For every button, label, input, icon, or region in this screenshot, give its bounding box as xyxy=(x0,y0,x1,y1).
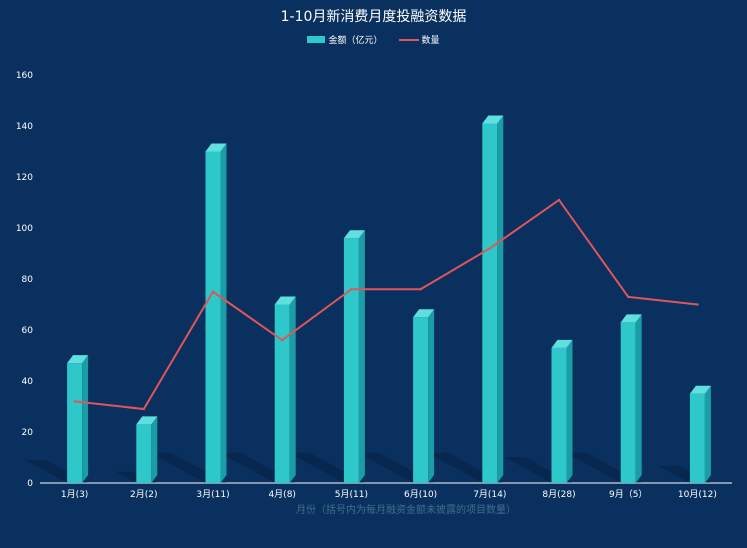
x-tick-label: 1月(3) xyxy=(61,489,88,500)
count-point xyxy=(419,288,422,291)
y-tick-label: 60 xyxy=(22,326,34,336)
bar-2 xyxy=(136,416,158,483)
bar-5 xyxy=(343,230,365,483)
legend-line-swatch xyxy=(398,38,419,41)
bar-top xyxy=(482,115,504,124)
bar-top xyxy=(343,230,365,239)
bar-side xyxy=(151,416,158,483)
bar-top xyxy=(413,309,435,318)
bar-side xyxy=(289,296,296,483)
bar-10 xyxy=(689,385,711,483)
y-tick-label: 0 xyxy=(27,479,33,489)
x-tick-label: 3月(11) xyxy=(196,489,229,500)
bar-6 xyxy=(413,309,435,483)
y-tick-label: 140 xyxy=(16,122,33,132)
count-point xyxy=(488,247,491,250)
bar-top xyxy=(620,314,642,323)
bar-1 xyxy=(67,355,89,483)
bar-front xyxy=(620,322,636,483)
bar-side xyxy=(497,115,504,483)
bar-side xyxy=(82,355,89,483)
y-tick-label: 40 xyxy=(22,377,34,387)
bar-7 xyxy=(482,115,504,483)
bar-front xyxy=(205,151,221,483)
bar-front xyxy=(689,393,705,483)
bar-4 xyxy=(274,296,296,483)
chart-title: 1-10月新消费月度投融资数据 xyxy=(280,9,467,25)
x-tick-label: 7月(14) xyxy=(473,489,506,500)
count-point xyxy=(142,407,145,411)
x-tick-label: 4月(8) xyxy=(268,489,295,500)
bar-top xyxy=(67,355,89,364)
legend-bar-swatch xyxy=(307,36,326,43)
x-tick-label: 6月(10) xyxy=(404,489,437,500)
x-tick-label: 5月(11) xyxy=(335,489,368,500)
y-tick-label: 80 xyxy=(22,275,34,285)
bar-top xyxy=(689,385,711,394)
count-line xyxy=(74,198,698,411)
bar-front xyxy=(67,363,83,483)
x-tick-label: 10月(12) xyxy=(678,489,717,500)
count-point xyxy=(281,339,284,342)
count-point xyxy=(557,198,561,202)
bar-top xyxy=(274,296,296,305)
x-tick-label: 2月(2) xyxy=(130,489,157,500)
legend-label-amount: 金额（亿元） xyxy=(328,36,383,46)
bar-top xyxy=(551,339,573,348)
bar-front xyxy=(343,238,359,483)
count-point xyxy=(350,288,353,291)
bar-9 xyxy=(620,314,642,483)
bar-front xyxy=(551,347,567,483)
bar-8 xyxy=(551,339,573,483)
y-tick-label: 120 xyxy=(16,173,33,183)
bar-side xyxy=(566,339,573,483)
bar-front xyxy=(274,304,290,483)
bar-side xyxy=(428,309,435,483)
y-tick-label: 20 xyxy=(22,428,34,438)
x-axis-label: 月份（括号内为每月融资金额未披露的项目数量） xyxy=(296,503,516,516)
count-point xyxy=(73,400,76,403)
legend-item-amount[interactable]: 金额（亿元） xyxy=(307,33,383,46)
x-tick-label: 9月（5） xyxy=(609,489,647,500)
count-point xyxy=(211,290,215,293)
legend-label-count: 数量 xyxy=(421,36,440,46)
bar-side xyxy=(704,385,711,483)
bar-3 xyxy=(205,143,227,483)
count-point xyxy=(627,295,630,299)
bar-front xyxy=(482,123,498,483)
legend-item-count[interactable]: 数量 xyxy=(398,33,440,46)
bar-side xyxy=(358,230,365,483)
bar-side xyxy=(635,314,642,483)
bar-top xyxy=(136,416,158,425)
y-tick-label: 100 xyxy=(16,224,33,234)
bar-side xyxy=(220,143,227,483)
bar-top xyxy=(205,143,227,152)
bar-front xyxy=(413,317,429,483)
legend: 金额（亿元） 数量 xyxy=(0,33,747,46)
y-tick-label: 160 xyxy=(16,71,33,81)
count-point xyxy=(696,303,699,306)
x-tick-label: 8月(28) xyxy=(542,489,575,500)
bar-front xyxy=(136,424,152,483)
